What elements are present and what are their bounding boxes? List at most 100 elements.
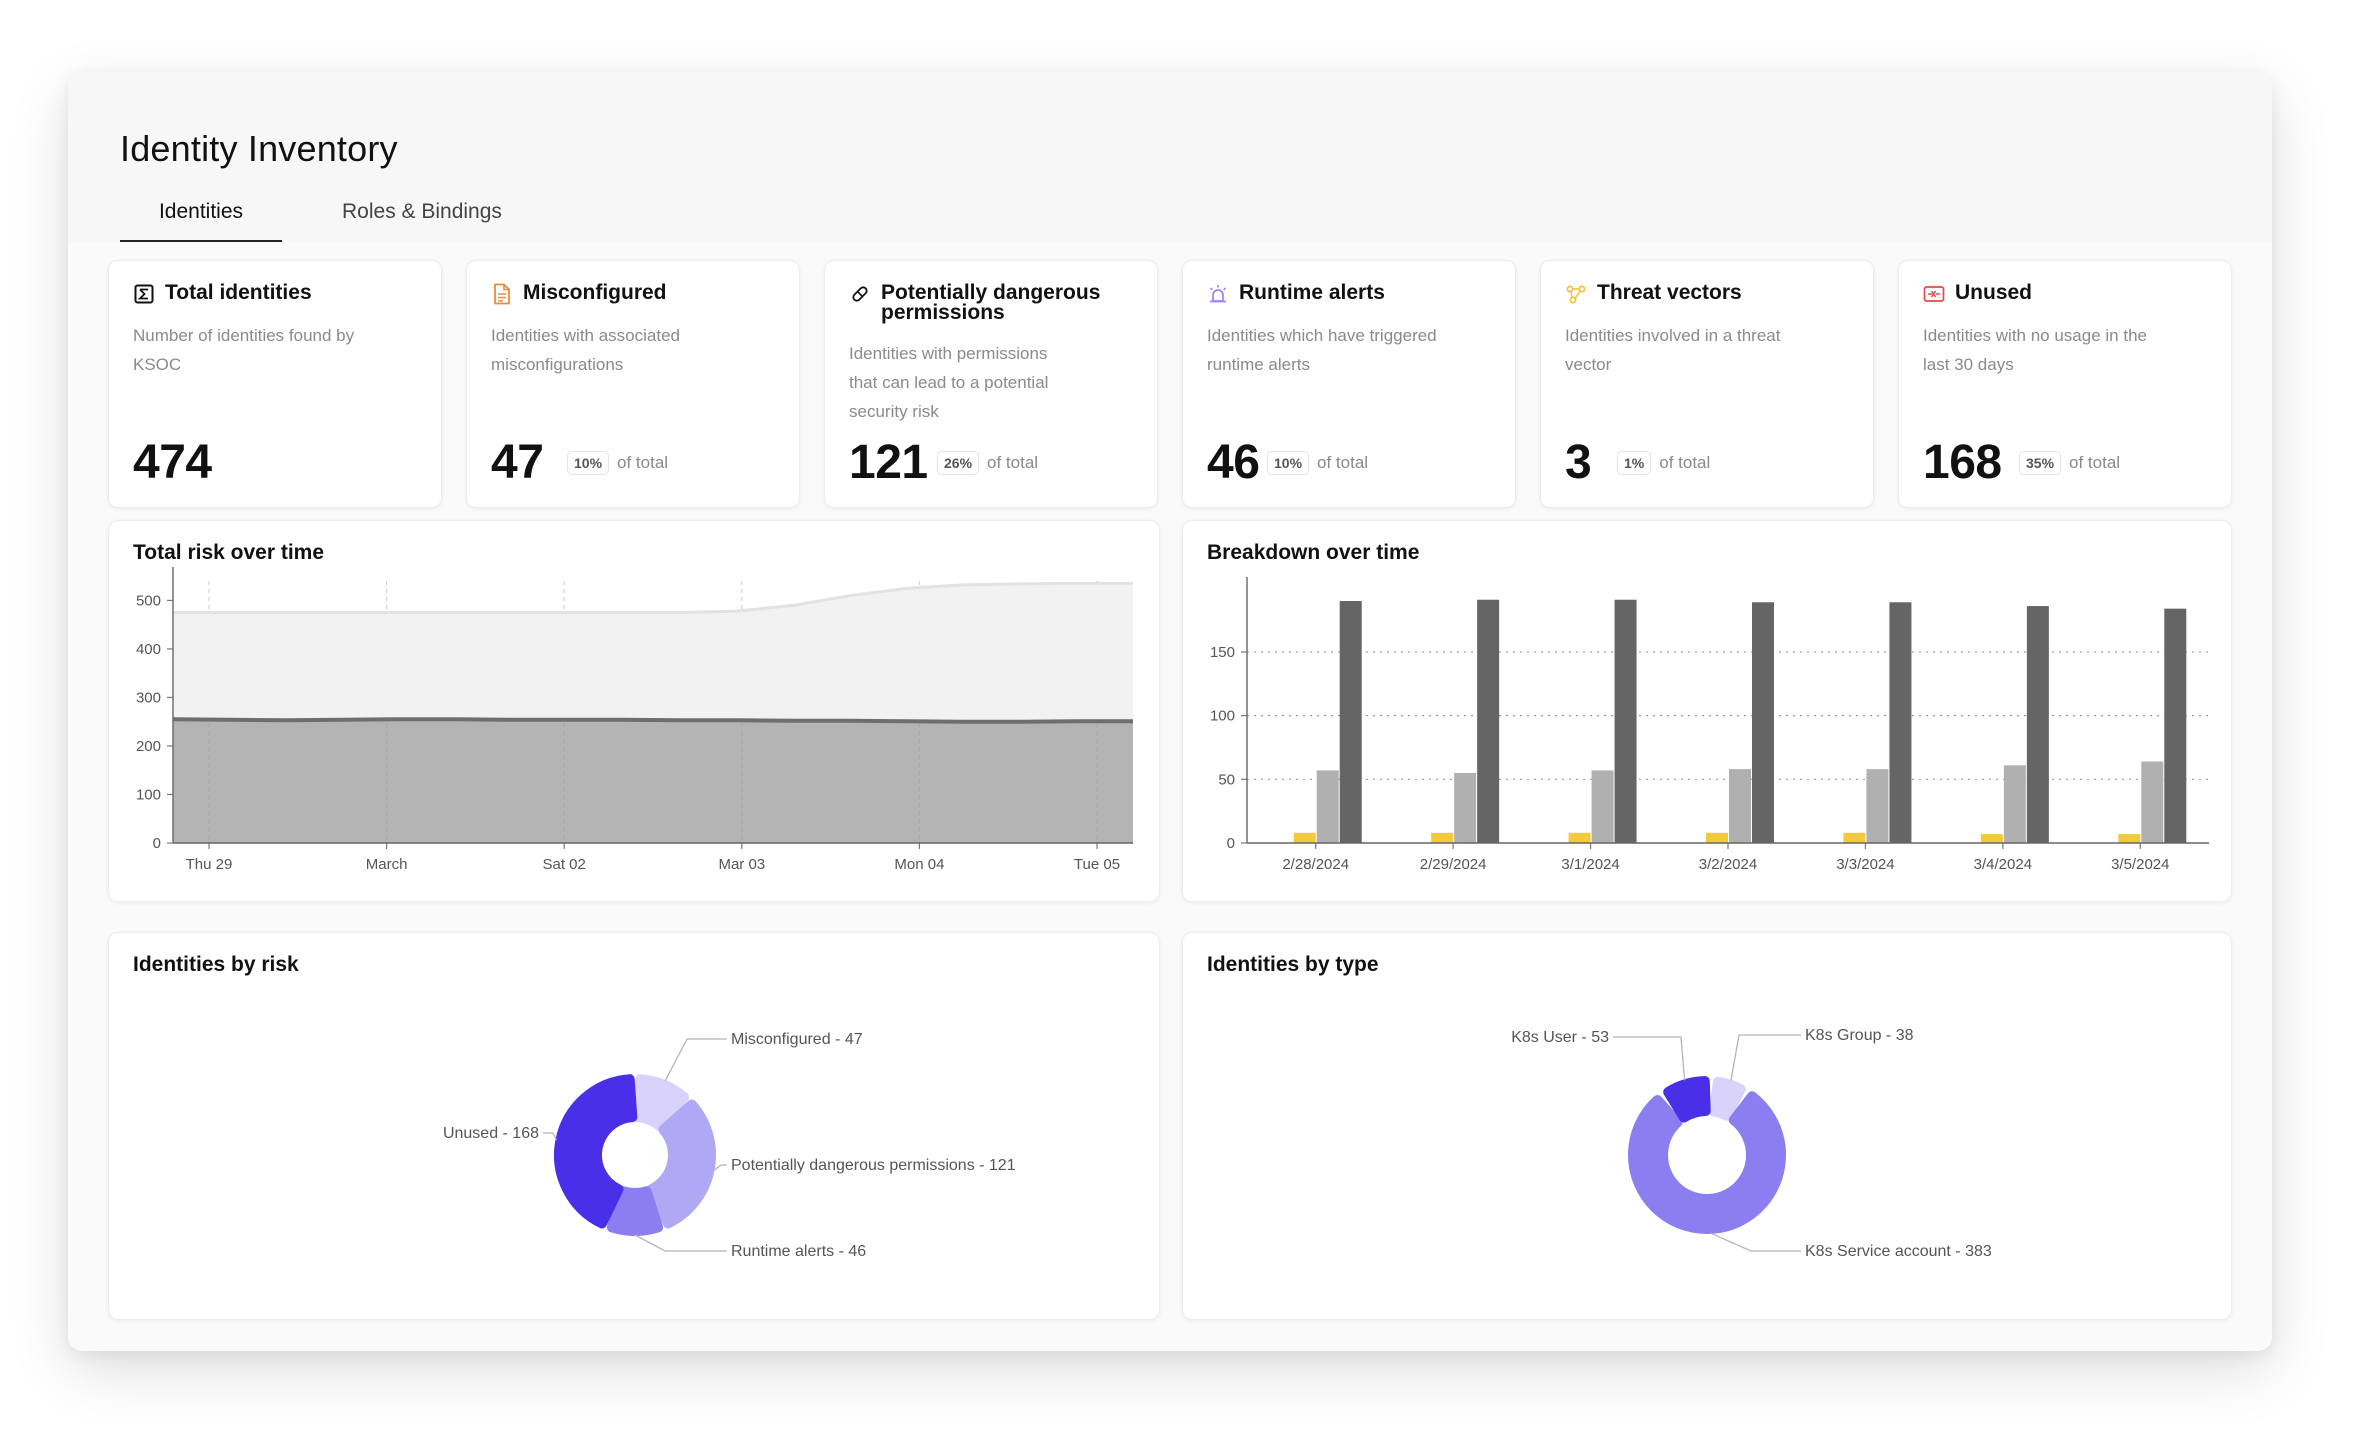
percent-badge: 26%: [937, 451, 980, 475]
y-tick-label: 200: [136, 738, 161, 755]
kpi-value: 474: [133, 436, 212, 489]
kpi-title: Threat vectors: [1597, 281, 1742, 304]
x-tick-label: 3/4/2024: [1974, 856, 2032, 873]
identities-by-risk-chart: Misconfigured - 47 Potentially dangerous …: [443, 1031, 1016, 1260]
x-tick-label: 2/28/2024: [1282, 856, 1349, 873]
x-tick-label: 3/5/2024: [2111, 856, 2169, 873]
x-tick-label: 3/1/2024: [1561, 856, 1619, 873]
kpi-value: 121: [849, 436, 928, 489]
kpi-description: Identities with permissions that can lea…: [849, 344, 1049, 421]
slice-label-leader: [664, 1038, 727, 1082]
kpi-title: Unused: [1955, 281, 2033, 304]
kpi-description: Number of identities found by KSOC: [133, 326, 355, 374]
kpi-percent: 35% of total: [2019, 451, 2120, 475]
tab-identities[interactable]: Identities: [120, 200, 282, 242]
percent-suffix: of total: [1659, 453, 1711, 472]
percent-suffix: of total: [987, 453, 1039, 472]
percent-badge: 1%: [1617, 451, 1652, 475]
x-tick-label: Mar 03: [718, 856, 765, 873]
alarm-icon: [1207, 283, 1229, 305]
kpi-card-threat-vectors[interactable]: Threat vectors Identities involved in a …: [1540, 260, 1874, 508]
kpi-card-total-identities[interactable]: Total identities Number of identities fo…: [108, 260, 442, 508]
line-total-risk: [173, 581, 1133, 615]
tab-roles-bindings[interactable]: Roles & Bindings: [342, 200, 502, 223]
kpi-title: Runtime alerts: [1239, 281, 1385, 304]
kpi-card-unused[interactable]: Unused Identities with no usage in the l…: [1898, 260, 2232, 508]
bar-series-1: [2118, 834, 2141, 843]
bar-series-3: [1889, 602, 1912, 843]
slice-label: Unused - 168: [443, 1125, 539, 1142]
kpi-card-misconfigured[interactable]: Misconfigured Identities with associated…: [466, 260, 800, 508]
slice-label: K8s Group - 38: [1805, 1027, 1914, 1044]
slice-dangerous-permissions: [646, 1099, 716, 1229]
bar-series-1: [1843, 832, 1866, 843]
kpi-card-dangerous-permissions[interactable]: Potentially dangerous permissions Identi…: [824, 260, 1158, 508]
breakdown-chart: 0 50 100 150 2/28/2024 2/29/2024 3/1/2024 3/2/2…: [1210, 577, 2209, 873]
kpi-percent: 1% of total: [1617, 451, 1710, 475]
total-risk-chart-card: Total risk over time Thu 29 March Sat 02 Ma…: [108, 520, 1160, 902]
bar-series-3: [1477, 599, 1500, 843]
slice-label-leader: [713, 1164, 727, 1172]
page-header: Identity Inventory Identities Roles & Bi…: [68, 72, 2272, 242]
bar-series-3: [1339, 601, 1362, 843]
percent-badge: 10%: [1267, 451, 1310, 475]
bar-series-1: [1706, 832, 1728, 843]
kpi-percent: 10% of total: [567, 451, 668, 475]
bar-series-2: [2003, 765, 2026, 843]
slice-k8s-user: [1663, 1076, 1711, 1123]
kpi-value: 47: [491, 436, 544, 489]
percent-suffix: of total: [617, 453, 669, 472]
bar-series-2: [1454, 772, 1477, 843]
slice-misconfigured: [632, 1074, 690, 1132]
y-tick-label: 0: [153, 835, 161, 852]
slice-unused: [554, 1074, 638, 1229]
identities-by-risk-card: Identities by risk Misconfigured - 47 Pot…: [108, 932, 1160, 1320]
x-tick-label: Mon 04: [894, 856, 944, 873]
bar-series-2: [1591, 770, 1614, 843]
x-tick-label: 3/2/2024: [1699, 856, 1757, 873]
chart-title: Total risk over time: [133, 541, 325, 564]
total-risk-chart: Thu 29 March Sat 02 Mar 03 Mon 04 Tue 05 0 100 2…: [136, 567, 1133, 873]
y-tick-label: 500: [136, 592, 161, 609]
slice-k8s-group: [1708, 1076, 1746, 1121]
kpi-card-runtime-alerts[interactable]: Runtime alerts Identities which have tri…: [1182, 260, 1516, 508]
x-tick-label: Sat 02: [543, 856, 586, 873]
x-tick-label: 2/29/2024: [1420, 856, 1487, 873]
slice-label-leader: [1730, 1034, 1801, 1081]
page-title: Identity Inventory: [120, 128, 398, 169]
kpi-percent: 10% of total: [1267, 451, 1368, 475]
slice-k8s-service-account: [1628, 1091, 1786, 1234]
bar-series-2: [1729, 769, 1751, 843]
bar-series-2: [1866, 769, 1889, 843]
nodes-icon: [1565, 283, 1587, 305]
line-risk: [172, 717, 1133, 724]
y-tick-label: 300: [136, 689, 161, 706]
slice-label: Runtime alerts - 46: [731, 1243, 866, 1260]
bar-series-1: [1568, 832, 1591, 843]
x-tick-label: Tue 05: [1074, 856, 1120, 873]
slice-label: K8s Service account - 383: [1805, 1243, 1992, 1260]
document-icon: [491, 283, 513, 305]
x-tick-label: Thu 29: [186, 856, 233, 873]
identities-by-type-chart: K8s Group - 38 K8s Service account - 383 K…: [1511, 1027, 1992, 1260]
slice-runtime-alerts: [606, 1186, 664, 1236]
unused-icon: [1923, 283, 1945, 305]
kpi-description: Identities with associated misconfigurat…: [491, 326, 680, 374]
kpi-description: Identities which have triggered runtime …: [1207, 326, 1437, 374]
kpi-value: 3: [1565, 436, 1592, 489]
bar-series-3: [2164, 608, 2187, 843]
x-tick-label: March: [366, 856, 408, 873]
bar-series-1: [1431, 832, 1454, 843]
kpi-description: Identities with no usage in the last 30 …: [1923, 326, 2147, 374]
slice-label-leader: [543, 1132, 558, 1141]
slice-label: Potentially dangerous permissions - 121: [731, 1157, 1016, 1174]
bar-series-1: [1293, 832, 1316, 843]
area-risk: [173, 719, 1133, 843]
kpi-description: Identities involved in a threat vector: [1565, 326, 1781, 374]
pill-icon: [849, 283, 871, 305]
y-tick-label: 150: [1210, 644, 1235, 661]
slice-label: Misconfigured - 47: [731, 1031, 863, 1048]
slice-label-leader: [1709, 1232, 1801, 1252]
app-window: Identity Inventory Identities Roles & Bi…: [68, 72, 2272, 1351]
bar-series-2: [1316, 770, 1339, 843]
